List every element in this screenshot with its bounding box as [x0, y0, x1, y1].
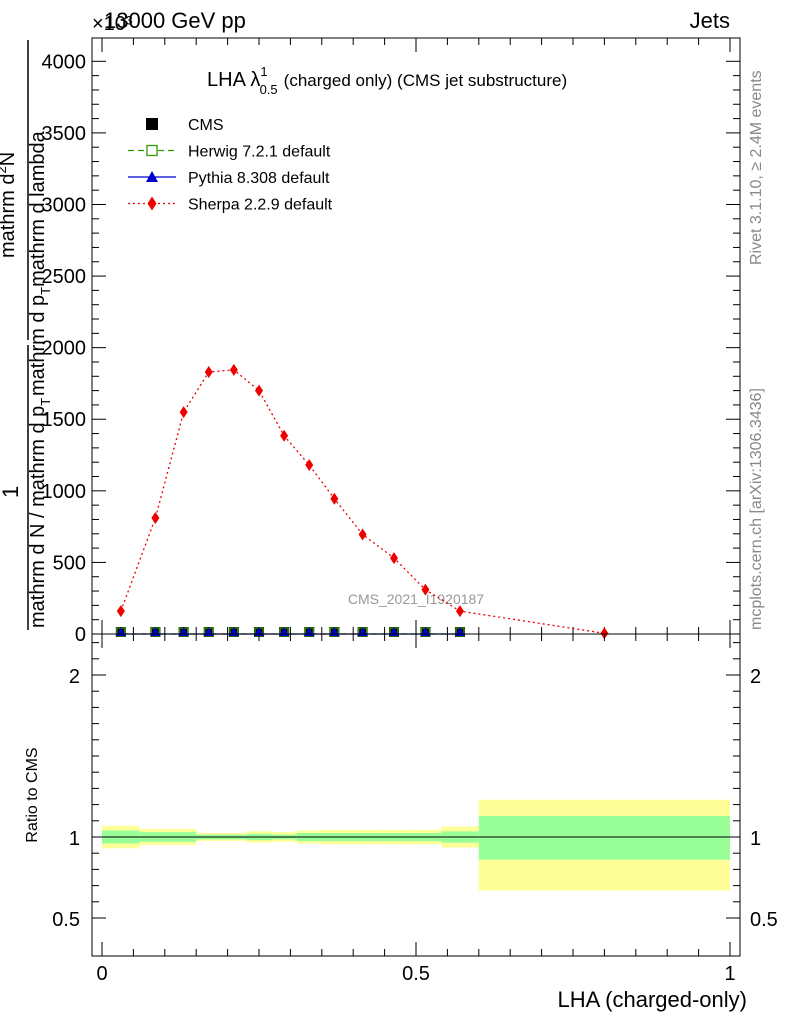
legend-item-2: Pythia 8.308 default: [128, 170, 330, 187]
legend-item-2-label: Pythia 8.308 default: [188, 170, 330, 187]
ylabel-num: mathrm d2N: [0, 152, 19, 258]
series-line-3: [120, 369, 605, 634]
x-tick-label-2: 1: [724, 963, 735, 985]
x-axis-label: LHA (charged-only): [557, 987, 747, 1012]
ratio-ylabel: Ratio to CMS: [24, 747, 41, 842]
legend-item-2-marker: [146, 171, 158, 182]
ylabel-one: 1: [0, 486, 23, 498]
main-ytick-label-7: 3500: [42, 123, 87, 145]
ylabel-den: mathrm d pTmathrm d lambda: [27, 130, 53, 396]
main-x-ticks: [101, 38, 731, 634]
series-3-point-7: [305, 459, 314, 472]
ratio-plot-frame: [91, 633, 741, 957]
ratio-ytick-label-right-1: 1: [750, 828, 761, 850]
series-3-point-5: [255, 384, 263, 397]
legend-item-0: CMS: [146, 117, 224, 134]
mcplots-label: mcplots.cern.ch [arXiv:1306.3436]: [748, 388, 765, 630]
main-ytick-label-2: 1000: [42, 481, 87, 503]
legend-item-3-marker: [147, 196, 157, 211]
series-3-point-8: [330, 492, 339, 505]
ylabel-den-sub: T: [38, 287, 53, 295]
main-ytick-label-5: 2500: [42, 266, 87, 288]
ylabel-den-outer-sub: T: [38, 398, 53, 406]
exponent-label: ×10³: [92, 13, 133, 35]
legend-item-0-label: CMS: [188, 117, 224, 134]
legend-item-3-label: Sherpa 2.2.9 default: [188, 197, 333, 214]
title-main: LHA λ: [207, 69, 260, 91]
series-3-point-3: [204, 365, 213, 378]
series-3-point-4: [229, 363, 238, 376]
series-3-point-10: [390, 552, 399, 565]
ratio-ytick-label-2: 2: [69, 666, 80, 688]
main-y-ticks: 0 500 1000 1500 2000 2500 3000 3500 4000: [42, 51, 740, 646]
ylabel-num-rest: N: [0, 152, 19, 166]
main-ytick-label-4: 2000: [42, 338, 87, 360]
watermark: CMS_2021_I1920187: [348, 591, 484, 607]
ratio-band-inner-10: [478, 815, 730, 860]
ratio-ytick-label-0: 0.5: [52, 909, 80, 931]
x-tick-label-0: 0: [96, 963, 107, 985]
title-rest: (charged only) (CMS jet substructure): [284, 71, 567, 90]
title-sub: 0.5: [260, 82, 278, 97]
y-axis-label: 1 mathrm d N / mathrm d pT mathrm d2N ma…: [0, 40, 53, 630]
header-left: 13000 GeV pp: [104, 8, 246, 33]
series-3-point-13: [600, 627, 609, 640]
ratio-bands-layer: [102, 799, 730, 891]
series-3-point-6: [280, 429, 289, 442]
main-ytick-label-1: 500: [53, 552, 86, 574]
legend-item-1: Herwig 7.2.1 default: [128, 144, 331, 161]
series-3-point-9: [358, 528, 367, 541]
main-ytick-label-6: 3000: [42, 194, 87, 216]
legend-item-1-marker: [146, 144, 158, 157]
ratio-y-ticks: 0.5 0.5 1 1 2 2: [52, 642, 778, 931]
legend-item-1-label: Herwig 7.2.1 default: [188, 144, 331, 161]
legend: CMS Herwig 7.2.1 default Pythia 8.308 defa…: [128, 117, 333, 214]
main-ytick-label-8: 4000: [42, 51, 87, 73]
ratio-ytick-label-right-2: 2: [750, 666, 761, 688]
series-3-point-11: [421, 583, 430, 596]
series-3-point-12: [455, 605, 464, 618]
legend-item-0-marker: [146, 118, 158, 130]
ratio-ytick-label-right-0: 0.5: [750, 909, 778, 931]
ylabel-den-outer: mathrm d N / mathrm d pT: [27, 398, 53, 628]
series-3-point-1: [151, 512, 160, 525]
ratio-x-ticks: 0 0.5 1: [96, 634, 736, 985]
legend-item-3: Sherpa 2.2.9 default: [128, 196, 333, 214]
plot-title: LHA λ1 0.5 (charged only) (CMS jet substru…: [207, 64, 567, 97]
series-3-point-0: [116, 605, 125, 618]
series-3-point-2: [179, 406, 188, 419]
rivet-label: Rivet 3.1.10, ≥ 2.4M events: [748, 70, 765, 265]
header-right: Jets: [690, 8, 730, 33]
main-ytick-label-0: 0: [75, 624, 86, 646]
title-sup: 1: [260, 64, 267, 79]
main-ytick-label-3: 1500: [42, 409, 87, 431]
ratio-ytick-label-1: 1: [69, 828, 80, 850]
ylabel-num-sup: 2: [0, 166, 9, 173]
x-tick-label-1: 0.5: [402, 963, 430, 985]
ylabel-den-rest: mathrm d lambda: [27, 130, 49, 286]
